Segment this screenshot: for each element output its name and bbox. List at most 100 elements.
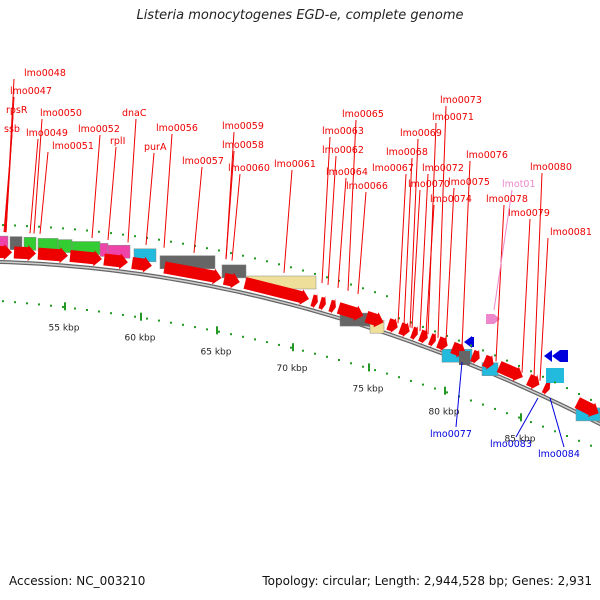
upper-scale-dot — [386, 295, 388, 298]
callout-line — [33, 118, 43, 234]
callout-line — [445, 187, 455, 341]
upper-scale-dot — [374, 291, 376, 294]
lower-scale-dot — [26, 302, 28, 305]
upper-scale-dot — [530, 370, 532, 373]
upper-scale-dot — [470, 344, 472, 347]
lower-scale-dot — [350, 362, 352, 365]
gene-label-forward: lmo0073 — [440, 95, 482, 106]
callout-line — [495, 204, 505, 362]
scale-labels-layer: 55 kbp 60 kbp 65 kbp 70 kbp 75 kbp 80 kbp 85 k… — [49, 323, 536, 444]
lower-scale-dot — [302, 349, 304, 352]
lower-scale-dot — [38, 303, 40, 306]
lower-scale-dot — [410, 379, 412, 382]
gene-label-forward: lmo0049 — [26, 128, 68, 139]
lower-scale-dot — [278, 343, 280, 346]
gene-label-forward: lmo0051 — [52, 141, 94, 152]
lower-scale-dot — [110, 312, 112, 315]
gene-label-forward: lmo0052 — [78, 124, 120, 135]
gene-label-forward: lmo0070 — [408, 179, 450, 190]
scale-major-tick — [216, 326, 218, 335]
callout-line — [411, 189, 421, 329]
lower-scale-dot — [494, 407, 496, 410]
lower-scale-dot — [2, 300, 4, 303]
forward-gene-arrow — [428, 332, 436, 348]
callout-line — [521, 218, 531, 373]
upper-scale-dot — [134, 235, 136, 238]
callout-line — [225, 150, 235, 260]
gene-label-forward: lmo0074 — [430, 194, 472, 205]
gene-label-forward: lmo0059 — [222, 121, 264, 132]
callout-line — [539, 237, 549, 381]
upper-scale-dot — [350, 283, 352, 286]
lower-scale-dot — [170, 321, 172, 324]
forward-gene-arrow — [13, 245, 36, 262]
upper-scale-dot — [218, 249, 220, 252]
upper-scale-dot — [14, 224, 16, 227]
lower-scale-dot — [566, 435, 568, 437]
upper-scale-dot — [266, 260, 268, 263]
lower-scale-dot — [242, 335, 244, 338]
scale-label: 60 kbp — [125, 334, 156, 344]
gene-label-forward: lmo0079 — [508, 208, 550, 219]
callout-line — [193, 166, 203, 253]
forward-gene-arrow — [470, 349, 480, 365]
lower-scale-dot — [398, 376, 400, 379]
lower-scale-dot — [374, 369, 376, 372]
callout-line — [127, 118, 137, 243]
lower-scale-dot — [14, 301, 16, 304]
forward-gene-arrow — [398, 322, 410, 338]
upper-scale-dot — [554, 381, 556, 384]
lower-scale-dot — [230, 333, 232, 336]
upper-scale-dot — [2, 224, 4, 227]
callout-line — [231, 173, 241, 261]
lower-scale-dot — [182, 323, 184, 326]
gene-labels-layer: lmo0048 lmo0047 rpsR ssb lmo0050 lmo0049 lmo00… — [4, 68, 592, 460]
callout-line — [357, 191, 367, 295]
lower-scale-dot — [194, 326, 196, 329]
upper-scale-dot — [230, 252, 232, 255]
upper-scale-dot — [590, 398, 592, 401]
upper-scale-dot — [254, 257, 256, 260]
callout-line — [39, 151, 49, 234]
gene-label-forward: rplI — [110, 136, 125, 147]
upper-scale-dot — [518, 364, 520, 367]
upper-scale-dot — [290, 266, 292, 269]
scale-ticks-layer — [2, 224, 592, 447]
forward-gene-arrow — [318, 295, 326, 312]
forward-gene-arrow — [526, 374, 540, 390]
gene-label-forward: lmo0060 — [228, 163, 270, 174]
gene-label-forward: lmo0061 — [274, 159, 316, 170]
lower-scale-dot — [266, 341, 268, 344]
gene-label-forward: lmo0050 — [40, 108, 82, 119]
forward-gene-arrow — [418, 329, 428, 345]
gene-label-forward: lmo0065 — [342, 109, 384, 120]
scale-label: 80 kbp — [429, 408, 460, 418]
upper-scale-dot — [86, 229, 88, 232]
gene-label-forward: lmo0069 — [400, 128, 442, 139]
gene-label-forward: rpsR — [6, 105, 28, 116]
lower-scale-dot — [446, 391, 448, 394]
upper-scale-dot — [278, 263, 280, 266]
upper-scale-dot — [314, 272, 316, 275]
callout-line — [533, 172, 543, 379]
forward-gene-arrow — [222, 272, 240, 289]
forward-gene-arrow — [482, 354, 494, 370]
upper-scale-dot — [62, 227, 64, 230]
gene-label-pseudo: lmot01 — [502, 179, 536, 190]
scale-major-tick — [520, 413, 522, 422]
gene-label-forward: lmo0047 — [10, 86, 52, 97]
upper-scale-dot — [122, 233, 124, 236]
lower-scale-dot — [530, 421, 532, 424]
callout-line — [347, 119, 357, 291]
gene-label-forward: lmo0068 — [386, 147, 428, 158]
forward-gene-arrow — [0, 244, 12, 261]
lower-scale-dot — [314, 352, 316, 355]
gene-label-forward: lmo0058 — [222, 140, 264, 151]
backbone-layer — [0, 259, 600, 427]
callout-line — [321, 136, 331, 284]
upper-scale-dot — [98, 230, 100, 233]
scale-label: 65 kbp — [201, 347, 232, 357]
lower-scale-dot — [362, 365, 364, 368]
reverse-gene-arrow — [552, 350, 568, 362]
